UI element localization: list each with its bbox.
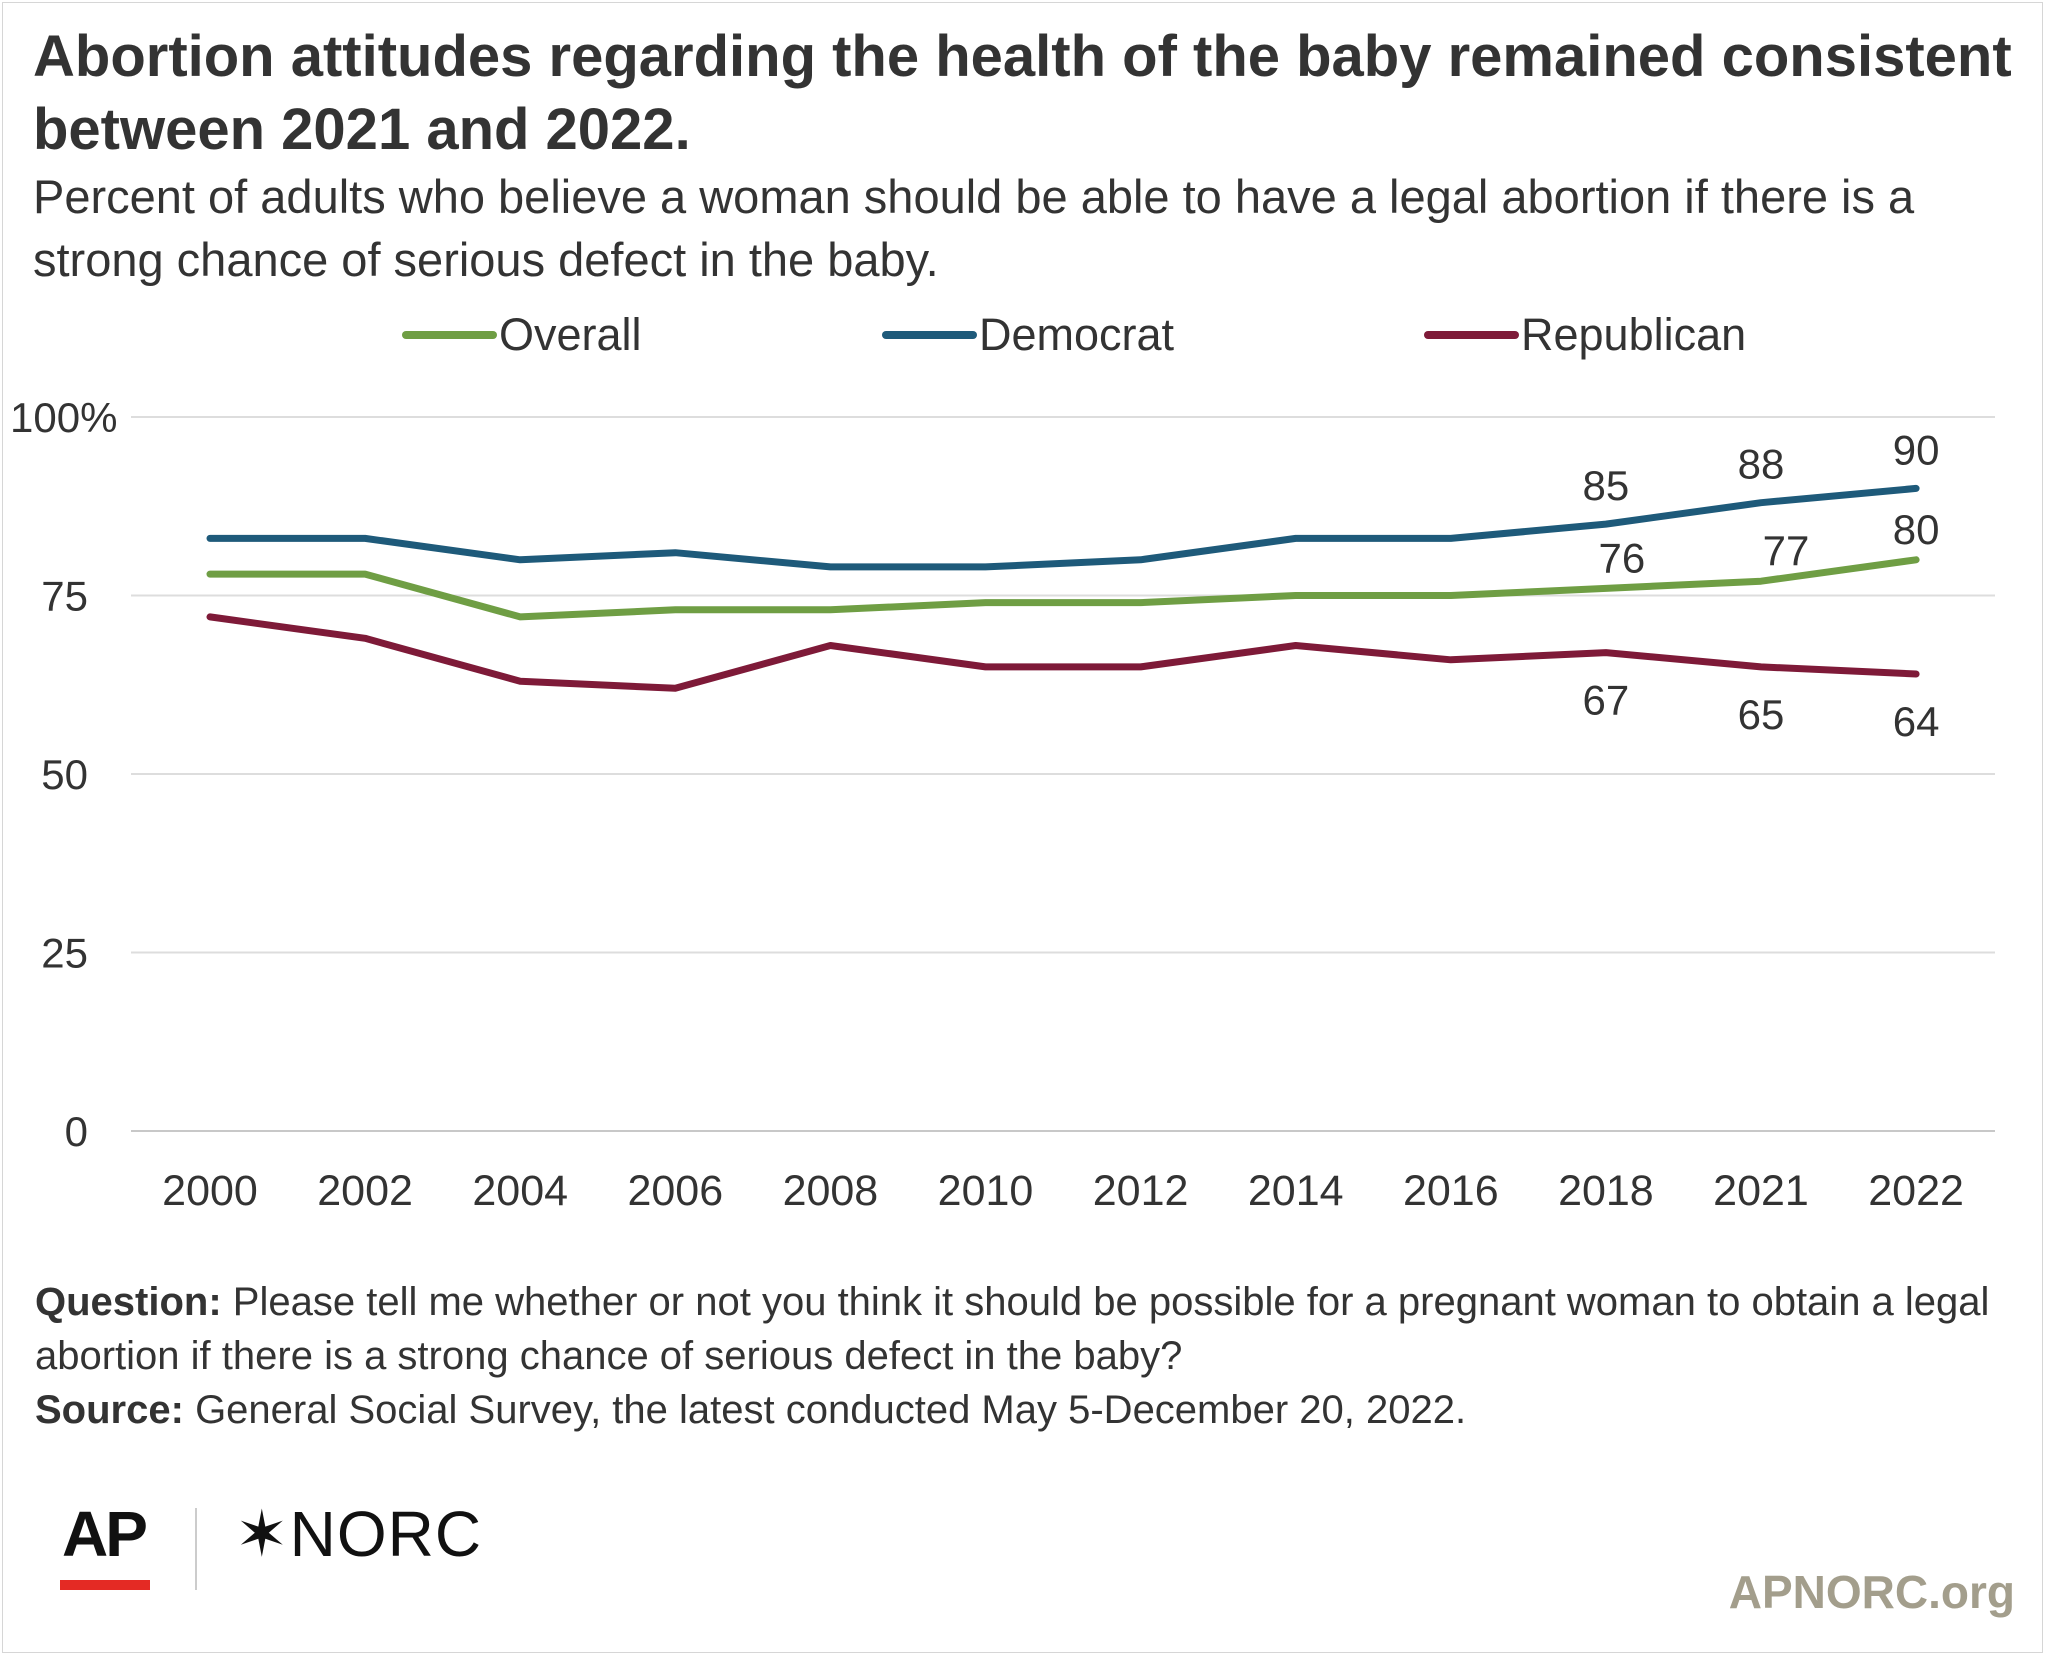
ap-logo: AP (62, 1498, 148, 1570)
source-label: Source: (35, 1388, 184, 1432)
question-text: Please tell me whether or not you think … (35, 1280, 1990, 1378)
series-line-overall (206, 556, 1920, 621)
x-tick-label: 2012 (1093, 1167, 1189, 1215)
data-label-republican: 67 (1583, 677, 1630, 724)
legend-swatch-overall (402, 331, 497, 339)
x-tick-label: 2022 (1868, 1167, 1964, 1215)
legend-swatch-republican (1424, 331, 1519, 339)
x-tick-label: 2016 (1403, 1167, 1499, 1215)
x-tick-label: 2018 (1558, 1167, 1654, 1215)
chart-subtitle: Percent of adults who believe a woman sh… (33, 170, 1915, 286)
series-line-democrat (206, 484, 1920, 571)
legend-item-overall: Overall (402, 305, 642, 365)
data-label-democrat: 88 (1738, 441, 1785, 488)
chart-legend: Overall Democrat Republican (0, 305, 2048, 365)
legend-swatch-democrat (882, 331, 977, 339)
norc-logo: ✶NORC (235, 1498, 483, 1570)
legend-item-democrat: Democrat (882, 305, 1174, 365)
line-chart: 0 25 50 75 100% 2000 2002 2004 2006 2008 2010 2012 2… (10, 394, 1995, 1215)
data-label-democrat: 90 (1893, 426, 1940, 473)
x-tick-label: 2000 (162, 1167, 258, 1215)
y-tick-label: 0 (65, 1108, 88, 1155)
x-tick-label: 2021 (1713, 1167, 1809, 1215)
question-label: Question: (35, 1280, 222, 1324)
data-label-overall: 80 (1893, 506, 1940, 553)
chart-title: Abortion attitudes regarding the health … (33, 24, 2012, 162)
data-label-overall: 77 (1763, 527, 1810, 574)
x-tick-label: 2010 (938, 1167, 1034, 1215)
y-tick-label: 75 (41, 573, 88, 620)
data-label-democrat: 85 (1583, 462, 1630, 509)
y-tick-label: 100% (10, 394, 117, 441)
x-tick-label: 2006 (627, 1167, 723, 1215)
legend-label-democrat: Democrat (979, 309, 1175, 360)
ap-logo-underline (60, 1580, 150, 1590)
legend-item-republican: Republican (1424, 305, 1746, 365)
x-tick-label: 2008 (783, 1167, 879, 1215)
data-label-republican: 65 (1738, 691, 1785, 738)
x-tick-label: 2004 (472, 1167, 568, 1215)
y-tick-label: 50 (41, 751, 88, 798)
x-tick-label: 2002 (317, 1167, 413, 1215)
legend-label-overall: Overall (499, 309, 642, 360)
series-line-republican (206, 613, 1920, 692)
source-text: General Social Survey, the latest conduc… (195, 1388, 1467, 1432)
data-label-republican: 64 (1893, 698, 1940, 745)
logo-divider (195, 1508, 197, 1590)
footnote: Question: Please tell me whether or not … (35, 1275, 2025, 1437)
site-url: APNORC.org (1728, 1566, 2015, 1618)
y-tick-label: 25 (41, 930, 88, 977)
data-label-overall: 76 (1599, 534, 1646, 581)
x-tick-label: 2014 (1248, 1167, 1344, 1215)
legend-label-republican: Republican (1521, 309, 1747, 360)
